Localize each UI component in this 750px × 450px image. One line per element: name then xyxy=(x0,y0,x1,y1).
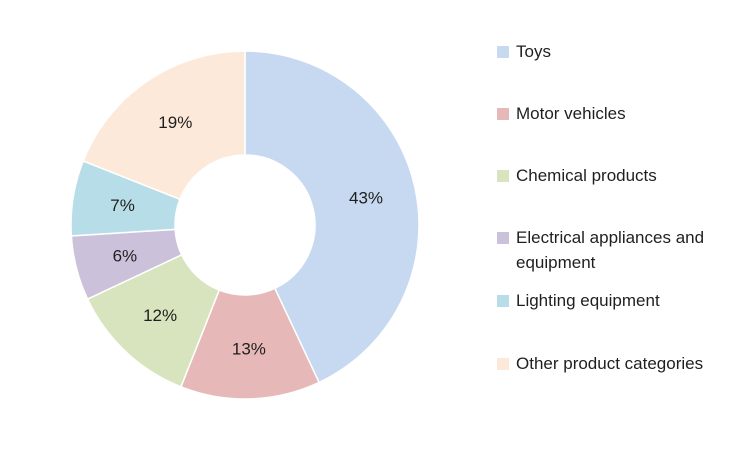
data-label-electrical-appliances: 6% xyxy=(113,246,138,265)
legend-swatch xyxy=(497,232,509,244)
data-label-lighting-equipment: 7% xyxy=(110,196,135,215)
legend-item-other-product-categories: Other product categories xyxy=(497,353,703,376)
legend-item-motor-vehicles: Motor vehicles xyxy=(497,103,626,126)
legend-item-toys: Toys xyxy=(497,41,551,64)
legend-swatch xyxy=(497,108,509,120)
data-label-toys: 43% xyxy=(349,188,383,207)
legend-item-lighting-equipment: Lighting equipment xyxy=(497,290,660,313)
legend-swatch xyxy=(497,170,509,182)
legend-label: Lighting equipment xyxy=(516,291,660,310)
slice-toys xyxy=(244,50,420,384)
legend-swatch xyxy=(497,295,509,307)
data-label-other-product-categories: 19% xyxy=(158,113,192,132)
legend-label: Toys xyxy=(516,42,551,61)
data-label-motor-vehicles: 13% xyxy=(232,339,266,358)
legend-swatch xyxy=(497,46,509,58)
legend-label: Electrical appliances and equipment xyxy=(516,228,705,272)
legend-label: Motor vehicles xyxy=(516,104,626,123)
data-label-chemical-products: 12% xyxy=(143,306,177,325)
legend-item-chemical-products: Chemical products xyxy=(497,165,657,188)
legend-label: Other product categories xyxy=(516,354,704,373)
legend-label: Chemical products xyxy=(516,166,657,185)
legend-item-electrical-appliances: Electrical appliances and equipment xyxy=(497,227,747,275)
legend-swatch xyxy=(497,358,509,370)
slice-other-product-categories xyxy=(82,50,246,201)
